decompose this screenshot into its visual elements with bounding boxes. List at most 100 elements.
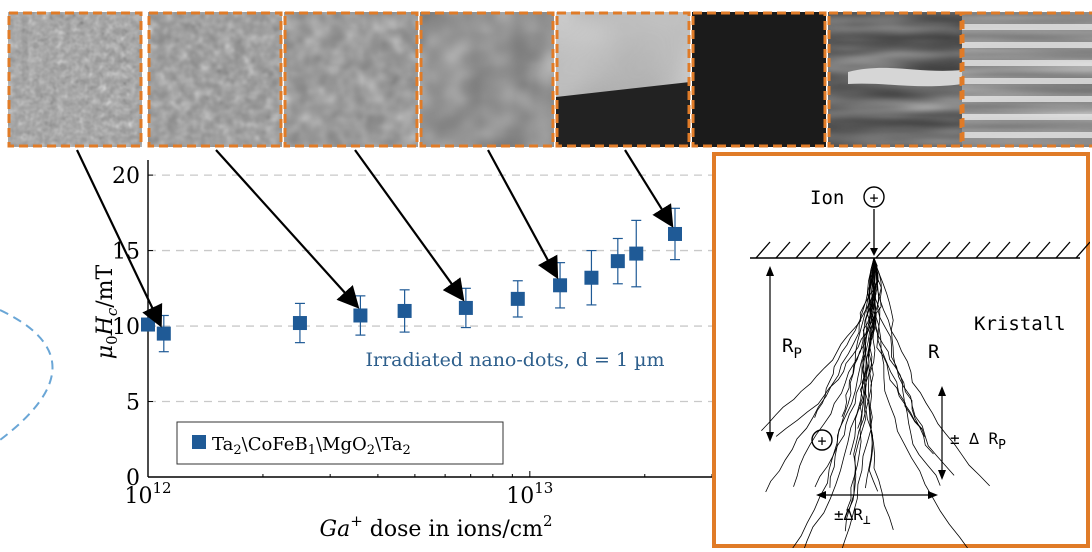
micrograph-texture [148,12,282,147]
data-point [629,246,644,261]
micrograph-arrow [76,149,163,328]
y-label-unit: /mT [93,264,118,307]
y-axis-label: μ0Hc/mT [93,264,121,359]
stripe-domain [962,132,1092,138]
drt-label: ±∆R⊥ [834,505,871,528]
micrograph-panel [692,12,826,147]
hatch-line [975,241,991,259]
data-point [292,316,307,331]
stripe-domain [848,67,962,87]
data-point [397,303,412,318]
stripe-domain [962,114,1092,120]
ion-track [872,257,941,486]
legend-label: Ta2\CoFeB1\MgO2\Ta2 [212,434,411,458]
micrograph-border [961,11,1092,148]
x-label-text: dose in ions/cm [363,517,543,542]
ion-track [765,257,875,493]
x-tick-label: 1013 [506,479,553,509]
plot-annotation: Irradiated nano-dots, d = 1 µm [365,349,664,371]
micrograph-border [827,11,963,148]
micrograph-arrow [624,149,674,228]
stripe-domain [962,96,1092,102]
hatch-line [1015,241,1031,259]
domain-wall-region [556,82,690,147]
hatch-line [1055,241,1071,259]
x-label-charge: + [350,512,363,530]
data-point [458,300,473,315]
hatch-line [935,241,951,259]
drp-arrow-head-top [938,386,946,396]
ion-track [849,257,877,456]
data-point [553,278,568,293]
hatch-line [915,241,931,259]
data-point [584,270,599,285]
ion-tracks [761,257,990,548]
ion-track [873,257,955,476]
micrograph-border [283,11,419,148]
hatch-line [995,241,1011,259]
micrograph-arrows [76,149,674,328]
stripe-domain [962,78,1092,84]
rp-arrow-head-bottom [766,432,774,442]
stripe-domain [962,24,1092,30]
stripe-domain [962,42,1092,48]
ion-label: Ion [810,187,844,209]
x-label-ion: Ga [320,517,351,542]
hatch-line [955,241,971,259]
data-point [353,308,368,323]
micrograph-border [691,11,827,148]
ion-track [873,257,925,438]
crystal-label: Kristall [974,313,1066,335]
hatch-line [795,241,811,259]
x-label-pow: 2 [543,512,553,530]
ion-track [829,257,875,488]
surface-hatching [755,241,1090,259]
ion-stopped-plus: + [817,432,826,450]
hatch-line [775,241,791,259]
micrograph-border [555,11,691,148]
hatch-line [1035,241,1051,259]
drt-arrow-head-right [928,491,938,499]
x-tick-labels: 1012 1013 [124,479,553,509]
hatch-line [895,241,911,259]
micrograph-strip [7,11,1092,148]
y-tick-label: 5 [126,391,140,416]
micrograph-texture [8,12,142,147]
hatch-line [815,241,831,259]
x-tick-label: 1012 [124,479,171,509]
rp-label: RP [782,335,802,362]
data-point [156,326,171,341]
ion-track [841,257,880,548]
hatch-line [835,241,851,259]
drp-arrow-head-bottom [938,470,946,480]
micrograph-texture [284,12,418,147]
micrograph-border [147,11,283,148]
hatch-line [855,241,871,259]
ion-track [761,257,879,431]
ion-symbol [863,186,885,208]
decorative-dashed-arc [0,309,54,441]
hatch-line [875,241,891,259]
data-point [510,291,525,306]
range-label: R [928,341,940,363]
micrograph-arrow [215,149,360,309]
micrograph-arrow [354,149,465,302]
drp-label: ± ∆ RP [950,429,1006,453]
stripe-domain [962,60,1092,66]
rp-arrow-head-top [766,266,774,276]
ion-track [814,257,877,488]
y-tick-label: 0 [126,466,140,491]
legend: Ta2\CoFeB1\MgO2\Ta2 [176,421,504,465]
ion-track [865,257,876,489]
data-point [667,226,682,241]
ion-track [873,257,934,455]
ion-track [844,257,875,532]
data-point [610,254,625,269]
ion-path-arrowhead [870,248,878,256]
micrograph-arrow [487,149,559,280]
micrograph-border [7,11,143,148]
y-label-sub1: c [103,307,121,316]
y-tick-label: 20 [112,164,140,189]
drt-arrow-head-left [816,491,826,499]
